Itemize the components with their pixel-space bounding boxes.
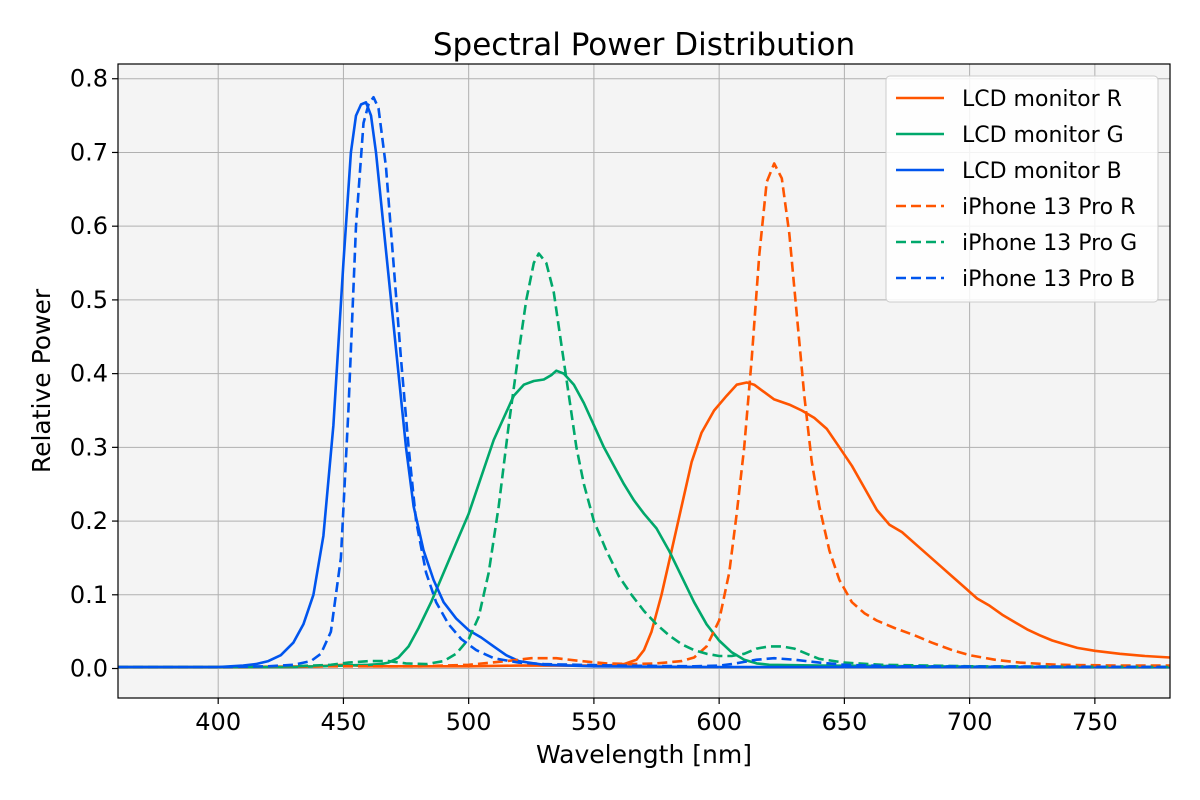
x-tick-label: 700 bbox=[947, 708, 993, 736]
y-tick-label: 0.1 bbox=[70, 581, 108, 609]
legend-label: iPhone 13 Pro R bbox=[962, 195, 1135, 220]
x-tick-label: 650 bbox=[821, 708, 867, 736]
series-line-iphone-13-pro-g bbox=[118, 252, 1170, 669]
series-lines bbox=[118, 95, 1170, 669]
x-tick-label: 500 bbox=[446, 708, 492, 736]
y-tick-label: 0.7 bbox=[70, 138, 108, 166]
legend-label: LCD monitor B bbox=[962, 159, 1122, 184]
chart-title: Spectral Power Distribution bbox=[433, 27, 855, 63]
series-line-iphone-13-pro-b bbox=[118, 95, 1170, 669]
x-tick-label: 600 bbox=[696, 708, 742, 736]
plot-frame bbox=[117, 63, 1171, 699]
legend: LCD monitor R LCD monitor G LCD monitor B i… bbox=[885, 75, 1159, 303]
legend-label: LCD monitor R bbox=[962, 87, 1122, 112]
series-line-lcd-monitor-g bbox=[118, 369, 1170, 669]
legend-label: iPhone 13 Pro B bbox=[962, 267, 1135, 292]
legend-box bbox=[885, 75, 1159, 303]
y-tick-label: 0.3 bbox=[70, 433, 108, 461]
x-tick-label: 400 bbox=[195, 708, 241, 736]
series-line-lcd-monitor-b bbox=[118, 101, 1170, 669]
axis-ticks: 400 450 500 550 600 650 700 750 0.0 0.1 0.2 0.3 0.4 0… bbox=[70, 65, 1118, 736]
legend-label: LCD monitor G bbox=[962, 123, 1124, 148]
y-tick-label: 0.5 bbox=[70, 286, 108, 314]
x-axis-label: Wavelength [nm] bbox=[536, 740, 752, 769]
y-tick-label: 0.6 bbox=[70, 212, 108, 240]
y-tick-label: 0.8 bbox=[70, 65, 108, 93]
y-tick-label: 0.4 bbox=[70, 360, 108, 388]
x-tick-label: 450 bbox=[321, 708, 367, 736]
y-tick-label: 0.2 bbox=[70, 507, 108, 535]
x-tick-label: 550 bbox=[571, 708, 617, 736]
series-line-iphone-13-pro-r bbox=[118, 162, 1170, 669]
x-tick-label: 750 bbox=[1072, 708, 1118, 736]
y-tick-label: 0.0 bbox=[70, 655, 108, 683]
y-axis-label: Relative Power bbox=[27, 288, 56, 473]
legend-label: iPhone 13 Pro G bbox=[962, 231, 1137, 256]
